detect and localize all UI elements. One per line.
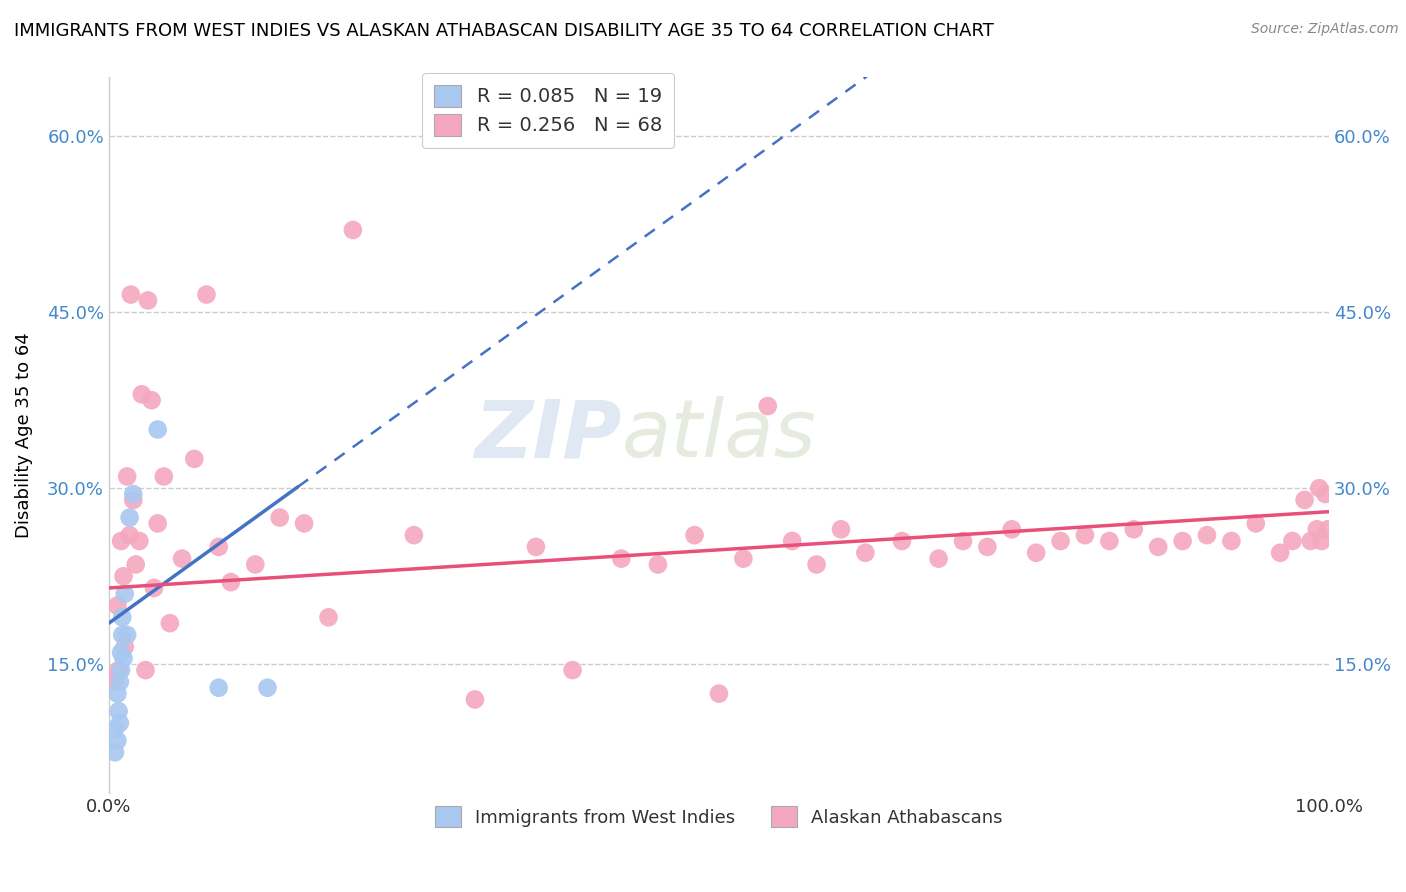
Point bbox=[108, 674, 131, 689]
Point bbox=[104, 722, 127, 736]
Point bbox=[152, 469, 174, 483]
Point bbox=[1049, 534, 1071, 549]
Point bbox=[110, 663, 132, 677]
Point bbox=[115, 628, 138, 642]
Point bbox=[122, 487, 145, 501]
Point bbox=[159, 616, 181, 631]
Point bbox=[647, 558, 669, 572]
Point bbox=[107, 599, 129, 613]
Point bbox=[107, 733, 129, 747]
Point bbox=[1220, 534, 1243, 549]
Point bbox=[111, 628, 134, 642]
Point bbox=[780, 534, 803, 549]
Point bbox=[219, 575, 242, 590]
Point bbox=[1299, 534, 1322, 549]
Point bbox=[756, 399, 779, 413]
Point bbox=[172, 551, 194, 566]
Legend: Immigrants from West Indies, Alaskan Athabascans: Immigrants from West Indies, Alaskan Ath… bbox=[429, 799, 1010, 834]
Point bbox=[110, 646, 132, 660]
Point bbox=[830, 522, 852, 536]
Point bbox=[561, 663, 583, 677]
Point bbox=[1171, 534, 1194, 549]
Point bbox=[1074, 528, 1097, 542]
Point bbox=[107, 663, 129, 677]
Point bbox=[114, 587, 136, 601]
Point bbox=[136, 293, 159, 308]
Point bbox=[146, 423, 169, 437]
Point bbox=[1308, 481, 1330, 495]
Point bbox=[402, 528, 425, 542]
Point bbox=[1310, 534, 1333, 549]
Point bbox=[110, 534, 132, 549]
Point bbox=[1281, 534, 1303, 549]
Point bbox=[208, 540, 231, 554]
Text: atlas: atlas bbox=[621, 396, 815, 475]
Point bbox=[112, 651, 135, 665]
Point bbox=[195, 287, 218, 301]
Point bbox=[115, 469, 138, 483]
Point bbox=[104, 745, 127, 759]
Point bbox=[128, 534, 150, 549]
Point bbox=[108, 715, 131, 730]
Point bbox=[131, 387, 153, 401]
Point bbox=[891, 534, 914, 549]
Point bbox=[976, 540, 998, 554]
Point bbox=[806, 558, 828, 572]
Point bbox=[1195, 528, 1218, 542]
Point bbox=[853, 546, 876, 560]
Point bbox=[928, 551, 950, 566]
Point bbox=[256, 681, 278, 695]
Point bbox=[1315, 487, 1337, 501]
Point bbox=[107, 687, 129, 701]
Point bbox=[1316, 522, 1339, 536]
Point bbox=[122, 492, 145, 507]
Point bbox=[524, 540, 547, 554]
Point bbox=[1025, 546, 1047, 560]
Point bbox=[107, 704, 129, 718]
Point bbox=[610, 551, 633, 566]
Point bbox=[1294, 492, 1316, 507]
Point bbox=[114, 640, 136, 654]
Point bbox=[125, 558, 148, 572]
Point bbox=[683, 528, 706, 542]
Point bbox=[952, 534, 974, 549]
Point bbox=[111, 610, 134, 624]
Point bbox=[318, 610, 340, 624]
Text: IMMIGRANTS FROM WEST INDIES VS ALASKAN ATHABASCAN DISABILITY AGE 35 TO 64 CORREL: IMMIGRANTS FROM WEST INDIES VS ALASKAN A… bbox=[14, 22, 994, 40]
Point bbox=[143, 581, 166, 595]
Text: Source: ZipAtlas.com: Source: ZipAtlas.com bbox=[1251, 22, 1399, 37]
Point bbox=[183, 451, 205, 466]
Point bbox=[1001, 522, 1024, 536]
Point bbox=[342, 223, 364, 237]
Point bbox=[245, 558, 267, 572]
Point bbox=[292, 516, 315, 531]
Point bbox=[120, 287, 142, 301]
Point bbox=[208, 681, 231, 695]
Point bbox=[269, 510, 291, 524]
Point bbox=[733, 551, 755, 566]
Point bbox=[464, 692, 486, 706]
Point bbox=[1147, 540, 1170, 554]
Text: ZIP: ZIP bbox=[474, 396, 621, 475]
Y-axis label: Disability Age 35 to 64: Disability Age 35 to 64 bbox=[15, 333, 32, 538]
Point bbox=[112, 569, 135, 583]
Point bbox=[1244, 516, 1267, 531]
Point bbox=[118, 528, 141, 542]
Point bbox=[1122, 522, 1144, 536]
Point bbox=[141, 393, 163, 408]
Point bbox=[707, 687, 730, 701]
Point bbox=[146, 516, 169, 531]
Point bbox=[104, 674, 127, 689]
Point bbox=[118, 510, 141, 524]
Point bbox=[1270, 546, 1292, 560]
Point bbox=[1306, 522, 1329, 536]
Point bbox=[1098, 534, 1121, 549]
Point bbox=[134, 663, 156, 677]
